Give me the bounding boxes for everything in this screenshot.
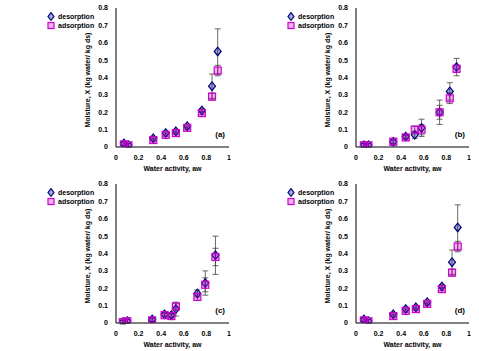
svg-text:0: 0 — [344, 319, 348, 326]
svg-text:Moisture, X (kg water/ kg ds): Moisture, X (kg water/ kg ds) — [324, 209, 332, 304]
svg-text:1: 1 — [227, 154, 231, 161]
svg-text:0: 0 — [354, 154, 358, 161]
svg-text:Water activity, aw: Water activity, aw — [384, 341, 443, 349]
html-text:adsorption: adsorption — [58, 22, 95, 29]
html-text:adsorption: adsorption — [298, 198, 335, 205]
html-text:desorption: desorption — [298, 189, 335, 196]
svg-text:0.8: 0.8 — [202, 154, 212, 161]
svg-text:0.8: 0.8 — [442, 330, 452, 337]
html-text:adsorption: adsorption — [58, 198, 95, 205]
svg-text:0.6: 0.6 — [98, 39, 108, 46]
svg-text:0.3: 0.3 — [98, 267, 108, 274]
svg-text:0.4: 0.4 — [156, 330, 166, 337]
svg-text:0.2: 0.2 — [338, 109, 348, 116]
html-text:desorption: desorption — [298, 13, 335, 20]
svg-text:1: 1 — [467, 330, 471, 337]
svg-text:0.2: 0.2 — [338, 285, 348, 292]
svg-text:0.8: 0.8 — [338, 180, 348, 187]
svg-text:0.6: 0.6 — [419, 330, 429, 337]
svg-text:0.3: 0.3 — [98, 91, 108, 98]
svg-text:0.4: 0.4 — [396, 154, 406, 161]
svg-text:0.8: 0.8 — [442, 154, 452, 161]
svg-text:1: 1 — [227, 330, 231, 337]
html-text:adsorption: adsorption — [298, 22, 335, 29]
svg-text:0.2: 0.2 — [374, 330, 384, 337]
html-text:(c): (c) — [215, 306, 225, 315]
svg-text:0.7: 0.7 — [98, 22, 108, 29]
svg-text:0.1: 0.1 — [338, 126, 348, 133]
svg-text:1: 1 — [467, 154, 471, 161]
svg-text:0.3: 0.3 — [338, 267, 348, 274]
svg-text:0.8: 0.8 — [98, 4, 108, 11]
svg-text:0.3: 0.3 — [338, 91, 348, 98]
svg-text:Moisture, X (kg water/ kg ds): Moisture, X (kg water/ kg ds) — [84, 209, 92, 304]
svg-text:0.1: 0.1 — [98, 126, 108, 133]
svg-text:0.6: 0.6 — [179, 154, 189, 161]
svg-text:0.7: 0.7 — [98, 198, 108, 205]
svg-text:0: 0 — [354, 330, 358, 337]
svg-text:0.1: 0.1 — [338, 302, 348, 309]
svg-text:0.6: 0.6 — [179, 330, 189, 337]
svg-text:0.6: 0.6 — [98, 215, 108, 222]
svg-text:0.2: 0.2 — [134, 330, 144, 337]
html-text:(a): (a) — [215, 130, 225, 139]
svg-text:0.2: 0.2 — [374, 154, 384, 161]
svg-text:0: 0 — [344, 143, 348, 150]
svg-text:0.2: 0.2 — [134, 154, 144, 161]
svg-text:0.6: 0.6 — [338, 39, 348, 46]
svg-text:0.2: 0.2 — [98, 109, 108, 116]
svg-text:0: 0 — [114, 154, 118, 161]
svg-text:0.2: 0.2 — [98, 285, 108, 292]
html-text:desorption: desorption — [58, 13, 95, 20]
svg-text:Moisture, X (kg water/ kg ds): Moisture, X (kg water/ kg ds) — [84, 33, 92, 128]
svg-text:0: 0 — [114, 330, 118, 337]
svg-text:0.4: 0.4 — [396, 330, 406, 337]
svg-text:0.8: 0.8 — [202, 330, 212, 337]
svg-text:0.4: 0.4 — [98, 250, 108, 257]
html-text:(b): (b) — [454, 130, 465, 139]
svg-text:0.4: 0.4 — [338, 250, 348, 257]
svg-text:0.8: 0.8 — [338, 4, 348, 11]
svg-text:0.4: 0.4 — [338, 74, 348, 81]
svg-text:0.8: 0.8 — [98, 180, 108, 187]
html-text:desorption: desorption — [58, 189, 95, 196]
svg-text:Water activity, aw: Water activity, aw — [144, 341, 203, 349]
svg-text:0.5: 0.5 — [98, 233, 108, 240]
svg-text:Water activity, aw: Water activity, aw — [384, 165, 443, 173]
svg-text:0.5: 0.5 — [98, 57, 108, 64]
svg-text:0.6: 0.6 — [338, 215, 348, 222]
svg-text:0.4: 0.4 — [98, 74, 108, 81]
svg-text:0.6: 0.6 — [419, 154, 429, 161]
svg-text:0.7: 0.7 — [338, 22, 348, 29]
svg-text:0.5: 0.5 — [338, 57, 348, 64]
svg-text:0.7: 0.7 — [338, 198, 348, 205]
svg-text:0.5: 0.5 — [338, 233, 348, 240]
svg-text:0: 0 — [104, 143, 108, 150]
svg-text:0: 0 — [104, 319, 108, 326]
svg-text:0.4: 0.4 — [156, 154, 166, 161]
html-text:(d): (d) — [454, 306, 465, 315]
svg-text:Water activity, aw: Water activity, aw — [144, 165, 203, 173]
svg-text:Moisture, X (kg water/ kg ds): Moisture, X (kg water/ kg ds) — [324, 33, 332, 128]
svg-text:0.1: 0.1 — [98, 302, 108, 309]
